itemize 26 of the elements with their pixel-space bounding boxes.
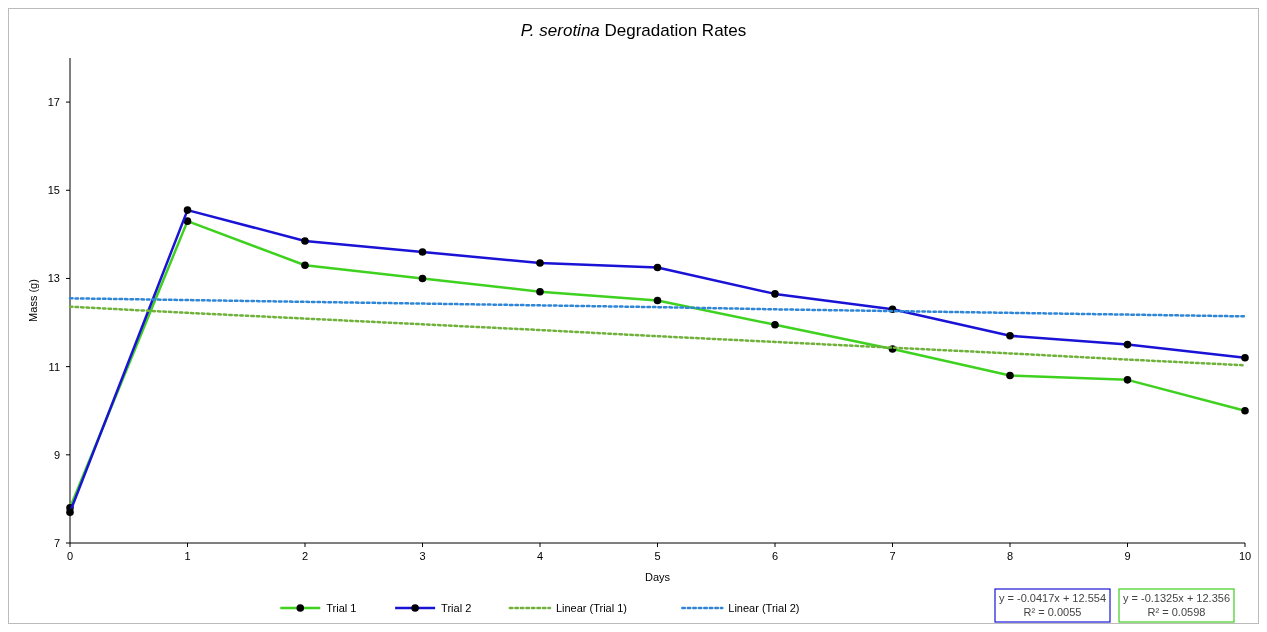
text: y = -0.1325x + 12.356 R² = 0.0598 [1122, 592, 1231, 618]
x-tick-label: 7 [889, 550, 896, 562]
x-tick-label: 1 [184, 550, 191, 562]
legend-label: Trial 2 [441, 602, 472, 614]
text: y = -0.0417x + 12.554 R² = 0.0055 [998, 592, 1107, 618]
chart-title: P. serotina Degradation Rates [520, 21, 747, 40]
y-axis-title: Mass (g) [27, 279, 39, 322]
x-tick-label: 8 [1006, 550, 1014, 562]
x-tick-label: 2 [301, 550, 309, 562]
y-tick-label: 17 [47, 96, 60, 109]
legend-label: Linear (Trial 1) [555, 602, 628, 614]
y-tick-label: 15 [47, 184, 60, 197]
y-tick-label: 9 [53, 448, 60, 461]
y-tick-label: 11 [48, 360, 60, 373]
x-axis-title: Days [644, 571, 671, 583]
x-tick-label: 3 [419, 550, 426, 562]
x-tick-label: 4 [536, 550, 544, 562]
x-tick-label: 10 [1238, 550, 1252, 562]
x-tick-label: 9 [1124, 550, 1131, 562]
x-tick-label: 6 [771, 550, 779, 562]
legend-label: Linear (Trial 2) [728, 602, 800, 614]
x-tick-label: 0 [66, 550, 74, 562]
x-tick-label: 5 [654, 550, 661, 562]
legend-label: Trial 1 [326, 602, 357, 614]
y-tick-label: 13 [47, 272, 60, 285]
y-tick-label: 7 [53, 537, 60, 549]
